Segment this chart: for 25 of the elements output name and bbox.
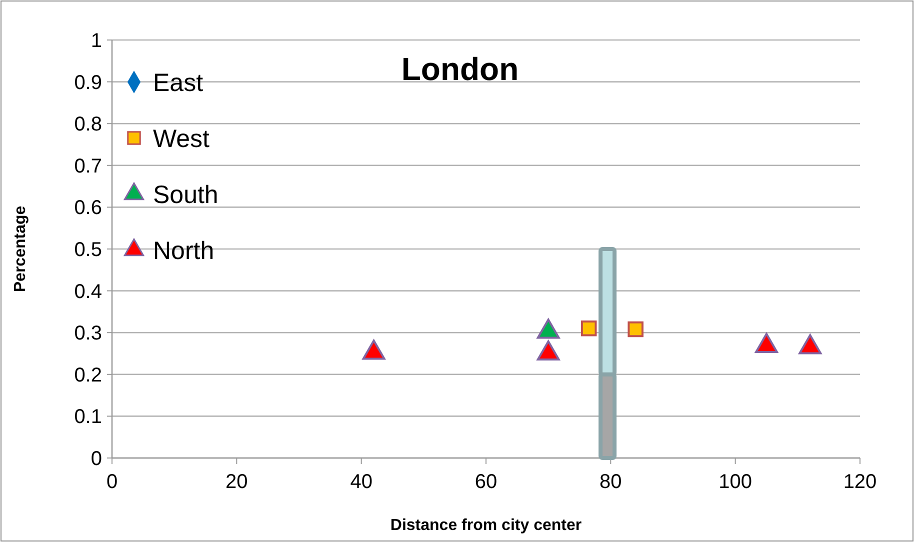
x-tick-label: 80 [600, 471, 622, 493]
x-tick-label: 100 [718, 471, 752, 493]
y-axis-title: Percentage [12, 206, 29, 292]
y-tick-label: 0.7 [74, 155, 102, 178]
chart-title: London [401, 51, 519, 87]
x-tick-label: 120 [843, 471, 877, 493]
x-tick-label: 40 [350, 471, 372, 493]
x-axis-title: Distance from city center [390, 517, 582, 534]
x-tick-label: 60 [474, 471, 498, 493]
y-tick-label: 0.6 [74, 197, 102, 220]
y-tick-label: 0.8 [74, 114, 102, 136]
x-tick-label: 0 [106, 471, 118, 493]
legend-label: South [153, 180, 218, 209]
legend-label: East [153, 68, 204, 97]
y-tick-label: 0.1 [74, 406, 102, 428]
y-tick-label: 0.9 [74, 72, 102, 94]
legend-label: West [153, 124, 210, 153]
y-tick-label: 0.3 [74, 322, 102, 345]
y-tick-label: 0.2 [74, 364, 102, 386]
legend-label: North [153, 236, 214, 265]
x-tick-label: 20 [226, 471, 248, 493]
y-tick-label: 0 [90, 448, 102, 470]
y-tick-label: 0.5 [74, 239, 102, 261]
y-tick-label: 1 [90, 30, 102, 52]
y-tick-label: 0.4 [74, 280, 102, 303]
